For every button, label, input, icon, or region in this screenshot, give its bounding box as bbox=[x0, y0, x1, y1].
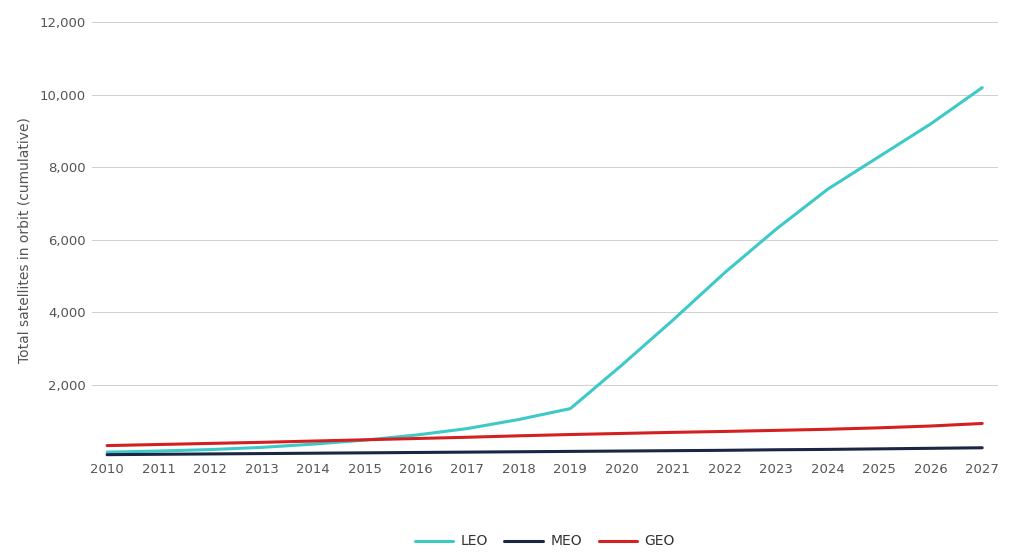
GEO bbox=[616, 430, 628, 437]
LEO bbox=[256, 444, 268, 451]
LEO bbox=[153, 448, 165, 454]
MEO bbox=[667, 448, 679, 454]
Legend: LEO, MEO, GEO: LEO, MEO, GEO bbox=[410, 530, 679, 552]
LEO bbox=[101, 449, 113, 455]
MEO bbox=[976, 444, 988, 451]
MEO bbox=[719, 447, 731, 454]
LEO bbox=[771, 226, 783, 233]
GEO bbox=[667, 429, 679, 436]
MEO bbox=[306, 450, 319, 456]
MEO bbox=[822, 446, 834, 453]
GEO bbox=[513, 432, 525, 439]
GEO bbox=[976, 420, 988, 427]
LEO bbox=[976, 84, 988, 91]
MEO bbox=[358, 450, 371, 456]
MEO bbox=[771, 446, 783, 453]
GEO bbox=[771, 427, 783, 434]
MEO bbox=[204, 451, 216, 458]
GEO bbox=[924, 422, 937, 429]
Line: MEO: MEO bbox=[107, 448, 982, 455]
MEO bbox=[410, 449, 422, 456]
Y-axis label: Total satellites in orbit (cumulative): Total satellites in orbit (cumulative) bbox=[17, 117, 32, 363]
MEO bbox=[101, 451, 113, 458]
LEO bbox=[924, 121, 937, 127]
LEO bbox=[358, 437, 371, 444]
MEO bbox=[564, 448, 576, 455]
MEO bbox=[924, 445, 937, 451]
LEO bbox=[822, 186, 834, 193]
GEO bbox=[256, 439, 268, 446]
LEO bbox=[306, 441, 319, 448]
LEO bbox=[564, 405, 576, 412]
GEO bbox=[358, 436, 371, 443]
LEO bbox=[667, 316, 679, 323]
LEO bbox=[719, 270, 731, 276]
LEO bbox=[513, 416, 525, 423]
GEO bbox=[822, 426, 834, 432]
GEO bbox=[461, 434, 473, 441]
LEO bbox=[873, 153, 886, 160]
MEO bbox=[153, 451, 165, 458]
GEO bbox=[410, 435, 422, 442]
LEO bbox=[204, 446, 216, 453]
GEO bbox=[204, 440, 216, 447]
GEO bbox=[564, 431, 576, 438]
LEO bbox=[461, 425, 473, 432]
MEO bbox=[461, 449, 473, 455]
Line: LEO: LEO bbox=[107, 88, 982, 452]
LEO bbox=[616, 362, 628, 368]
MEO bbox=[616, 448, 628, 454]
GEO bbox=[306, 437, 319, 444]
LEO bbox=[410, 432, 422, 439]
MEO bbox=[513, 449, 525, 455]
GEO bbox=[153, 441, 165, 448]
MEO bbox=[873, 445, 886, 452]
Line: GEO: GEO bbox=[107, 424, 982, 446]
MEO bbox=[256, 450, 268, 457]
GEO bbox=[101, 442, 113, 449]
GEO bbox=[873, 425, 886, 431]
GEO bbox=[719, 428, 731, 435]
